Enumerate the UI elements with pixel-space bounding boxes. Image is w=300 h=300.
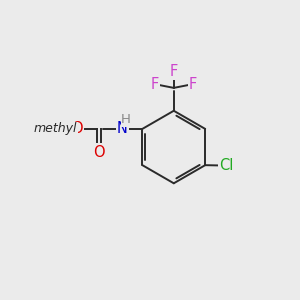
Text: F: F <box>150 77 159 92</box>
Text: N: N <box>117 122 128 136</box>
Text: O: O <box>93 145 105 160</box>
Text: H: H <box>121 113 131 127</box>
Text: F: F <box>189 77 197 92</box>
Text: Cl: Cl <box>219 158 234 173</box>
Text: methyl: methyl <box>34 122 77 135</box>
Text: F: F <box>170 64 178 79</box>
Text: O: O <box>71 122 83 136</box>
